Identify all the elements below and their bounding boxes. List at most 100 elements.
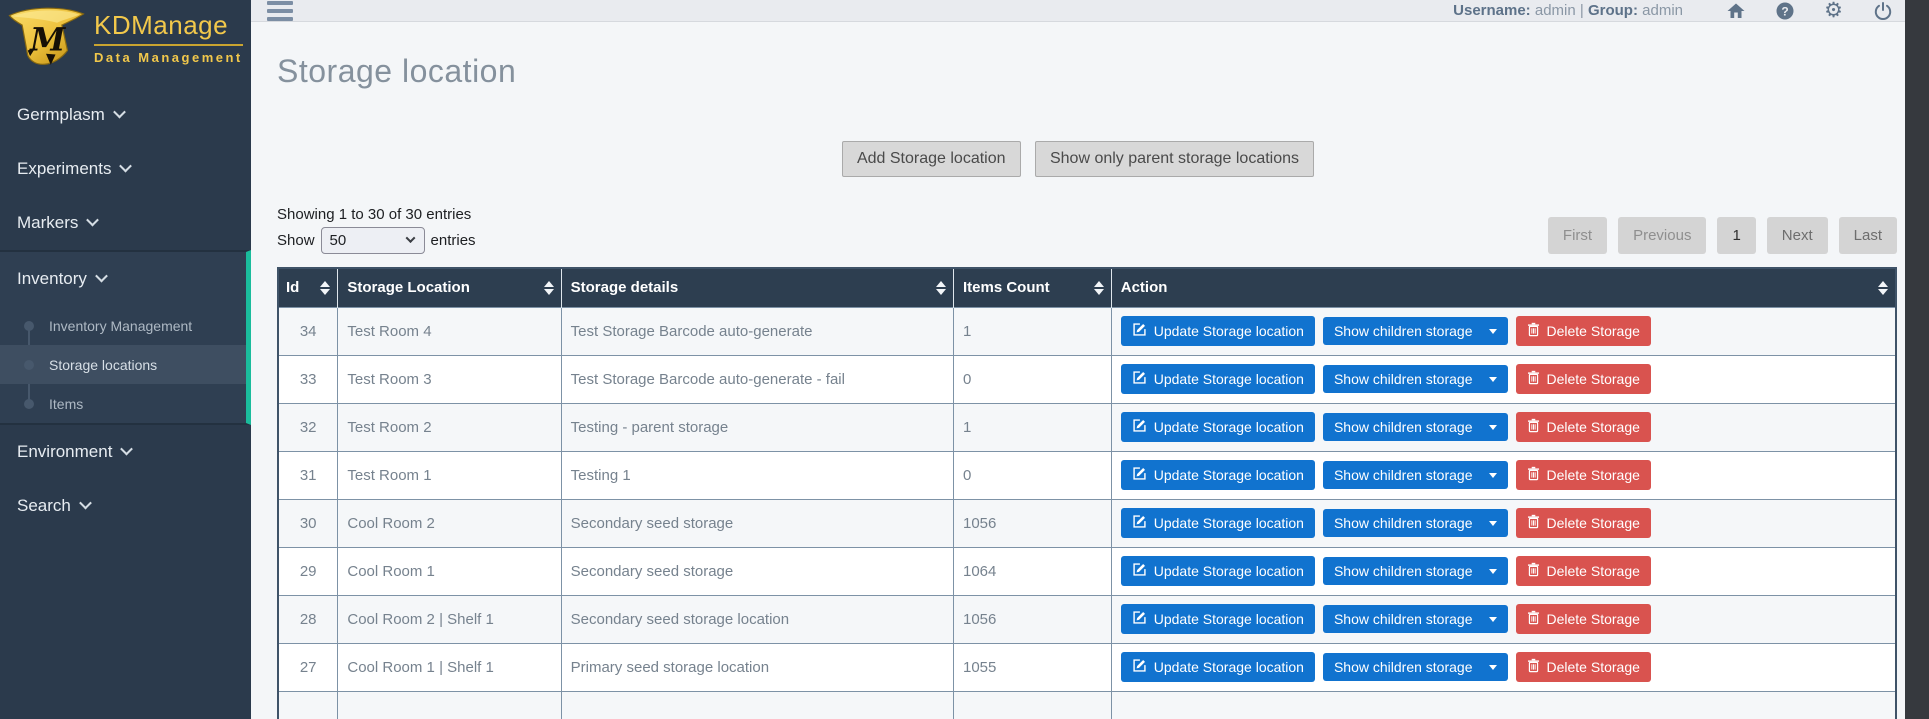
update-storage-label: Update Storage location — [1153, 467, 1304, 483]
delete-storage-button[interactable]: Delete Storage — [1515, 364, 1651, 394]
home-icon[interactable] — [1725, 0, 1746, 21]
update-storage-label: Update Storage location — [1153, 515, 1304, 531]
cell-id: 27 — [277, 642, 339, 692]
chevron-down-icon — [95, 269, 108, 282]
column-header-id[interactable]: Id — [278, 268, 338, 307]
trash-icon — [1527, 610, 1547, 628]
storage-table-wrap: Id Storage Location Storage details Items C… — [277, 267, 1897, 719]
column-header-action[interactable]: Action — [1110, 268, 1896, 307]
update-storage-button[interactable]: Update Storage location — [1120, 460, 1315, 490]
svg-text:?: ? — [1781, 4, 1788, 18]
show-children-label: Show children storage — [1333, 515, 1473, 531]
cell-storage-details: Test Storage Barcode auto-generate — [560, 306, 955, 356]
column-header-items-count[interactable]: Items Count — [953, 268, 1112, 307]
sidebar-item-items[interactable]: Items — [0, 384, 246, 423]
column-header-storage-details[interactable]: Storage details — [560, 268, 954, 307]
pagination-last[interactable]: Last — [1838, 217, 1897, 254]
delete-storage-button[interactable]: Delete Storage — [1515, 460, 1651, 490]
entries-label: entries — [430, 232, 476, 249]
delete-storage-button[interactable]: Delete Storage — [1515, 652, 1651, 682]
update-storage-button[interactable]: Update Storage location — [1120, 556, 1315, 586]
delete-storage-button[interactable]: Delete Storage — [1515, 316, 1651, 346]
sidebar-item-inventory[interactable]: Inventory — [0, 252, 246, 306]
show-children-storage-button[interactable]: Show children storage — [1322, 605, 1508, 633]
sidebar-item-environment[interactable]: Environment — [0, 425, 251, 479]
cell-empty — [560, 690, 955, 719]
delete-storage-button[interactable]: Delete Storage — [1515, 604, 1651, 634]
page-size-select[interactable]: 50 — [320, 227, 425, 254]
show-parent-storage-button[interactable]: Show only parent storage locations — [1034, 141, 1315, 177]
table-row: 33 Test Room 3 Test Storage Barcode auto-g… — [277, 354, 1897, 404]
cell-items-count: 1055 — [953, 642, 1112, 692]
chevron-down-icon — [112, 105, 126, 118]
edit-icon — [1132, 466, 1154, 484]
show-children-storage-button[interactable]: Show children storage — [1322, 461, 1508, 489]
delete-storage-button[interactable]: Delete Storage — [1515, 412, 1651, 442]
show-children-label: Show children storage — [1333, 371, 1473, 387]
show-children-label: Show children storage — [1333, 611, 1473, 627]
settings-icon[interactable]: ⚙ — [1824, 0, 1843, 22]
show-children-storage-button[interactable]: Show children storage — [1322, 509, 1508, 537]
sidebar-section-inventory: Inventory Inventory Management Storage loc… — [0, 250, 251, 425]
update-storage-label: Update Storage location — [1153, 323, 1304, 339]
delete-storage-label: Delete Storage — [1546, 371, 1640, 387]
delete-storage-label: Delete Storage — [1546, 323, 1640, 339]
cell-storage-location: Test Room 1 — [337, 450, 562, 500]
sidebar-item-germplasm[interactable]: Germplasm — [0, 88, 251, 142]
help-icon[interactable]: ? — [1774, 0, 1795, 21]
window-edge — [1905, 0, 1929, 719]
delete-storage-label: Delete Storage — [1546, 515, 1640, 531]
cell-storage-details: Testing 1 — [560, 450, 955, 500]
sidebar-item-label: Inventory — [17, 269, 87, 288]
main-area: Username: admin | Group: admin ? ⚙ — [251, 0, 1905, 719]
update-storage-button[interactable]: Update Storage location — [1120, 604, 1315, 634]
trash-icon — [1527, 658, 1547, 676]
brand-subtitle: Data Management — [94, 49, 243, 65]
user-info: Username: admin | Group: admin — [1453, 2, 1683, 19]
username-value: admin — [1534, 2, 1576, 19]
update-storage-button[interactable]: Update Storage location — [1120, 412, 1315, 442]
show-children-label: Show children storage — [1333, 563, 1473, 579]
sidebar-item-inventory-management[interactable]: Inventory Management — [0, 306, 246, 345]
trash-icon — [1527, 562, 1547, 580]
show-children-label: Show children storage — [1333, 419, 1473, 435]
storage-table: Id Storage Location Storage details Items C… — [277, 267, 1897, 719]
edit-icon — [1132, 322, 1154, 340]
update-storage-button[interactable]: Update Storage location — [1120, 364, 1315, 394]
show-children-storage-button[interactable]: Show children storage — [1322, 317, 1508, 345]
pagination-1[interactable]: 1 — [1717, 217, 1756, 254]
sidebar-item-markers[interactable]: Markers — [0, 196, 251, 250]
caret-down-icon — [1488, 328, 1497, 334]
pagination-next[interactable]: Next — [1766, 217, 1828, 254]
action-button-group: Update Storage location Show children sto… — [1120, 412, 1886, 442]
edit-icon — [1132, 562, 1154, 580]
bullet-icon — [24, 359, 34, 370]
update-storage-label: Update Storage location — [1153, 563, 1304, 579]
sidebar-item-storage-locations[interactable]: Storage locations — [0, 345, 246, 384]
edit-icon — [1132, 418, 1154, 436]
sidebar-item-experiments[interactable]: Experiments — [0, 142, 251, 196]
table-row: 28 Cool Room 2 | Shelf 1 Secondary seed st… — [277, 594, 1897, 644]
show-children-storage-button[interactable]: Show children storage — [1322, 653, 1508, 681]
power-icon[interactable] — [1872, 0, 1893, 21]
show-children-storage-button[interactable]: Show children storage — [1322, 413, 1508, 441]
pagination-previous[interactable]: Previous — [1618, 217, 1707, 254]
cell-id: 34 — [277, 306, 339, 356]
menu-toggle-icon[interactable] — [267, 0, 293, 21]
sidebar-item-search[interactable]: Search — [0, 479, 251, 533]
delete-storage-button[interactable]: Delete Storage — [1515, 556, 1651, 586]
show-children-storage-button[interactable]: Show children storage — [1322, 557, 1508, 585]
update-storage-button[interactable]: Update Storage location — [1120, 316, 1315, 346]
column-header-label: Items Count — [963, 279, 1050, 297]
update-storage-button[interactable]: Update Storage location — [1120, 652, 1315, 682]
add-storage-location-button[interactable]: Add Storage location — [841, 141, 1021, 177]
pagination-first[interactable]: First — [1547, 217, 1608, 254]
sidebar: M KDManage Data Management Germplasm Expe… — [0, 0, 251, 719]
delete-storage-button[interactable]: Delete Storage — [1515, 508, 1651, 538]
app-logo[interactable]: M KDManage Data Management — [0, 0, 251, 74]
update-storage-button[interactable]: Update Storage location — [1120, 508, 1315, 538]
action-button-group: Update Storage location Show children sto… — [1120, 508, 1886, 538]
show-children-storage-button[interactable]: Show children storage — [1322, 365, 1508, 393]
column-header-storage-location[interactable]: Storage Location — [337, 268, 562, 307]
cell-storage-details: Test Storage Barcode auto-generate - fai… — [560, 354, 955, 404]
